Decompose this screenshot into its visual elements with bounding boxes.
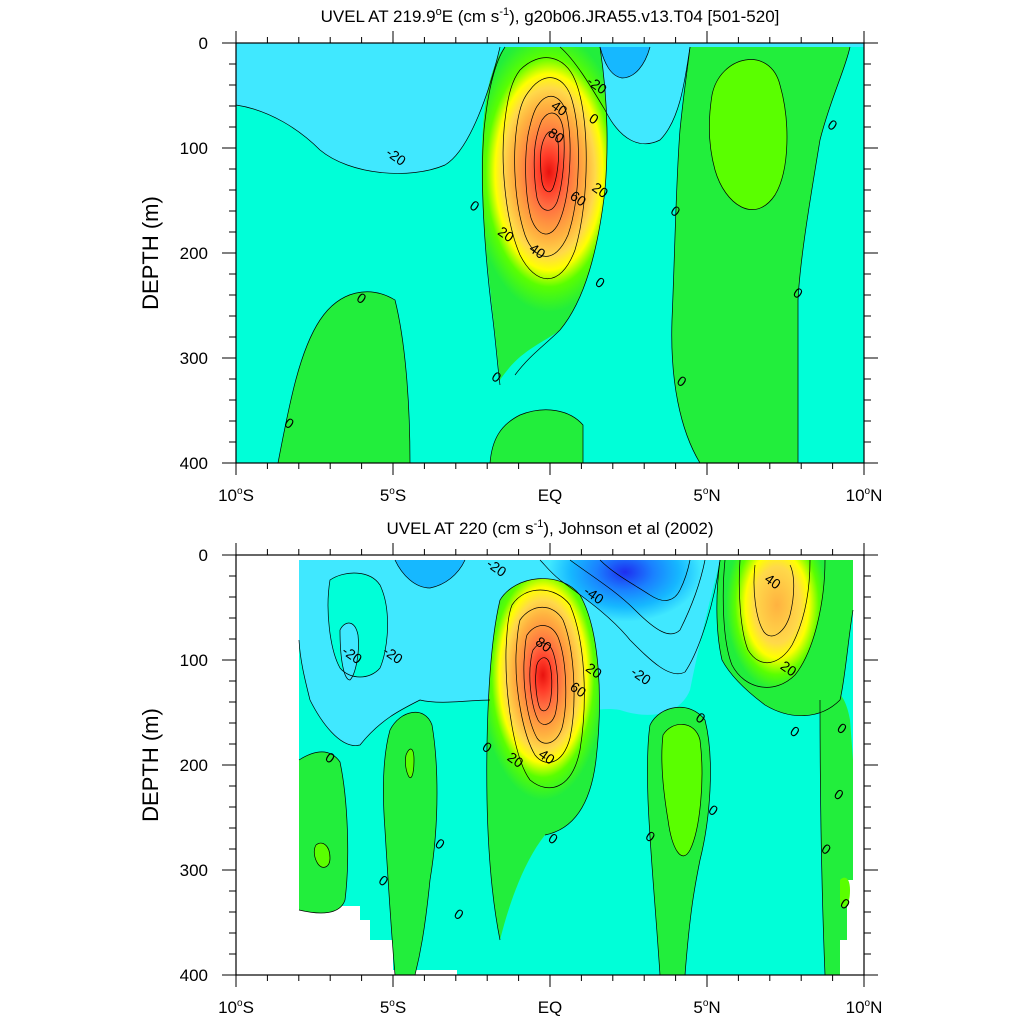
eastward-region	[661, 724, 702, 856]
eastward-region	[383, 712, 437, 975]
surface-strip	[236, 43, 864, 47]
observation-panel	[236, 555, 864, 975]
westward-surface-core	[395, 560, 465, 588]
x-tick-label: 5oS	[380, 486, 406, 505]
model-panel	[236, 43, 864, 463]
chart-title: UVEL AT 219.9oE (cm s-1), g20b06.JRA55.v…	[321, 6, 780, 26]
eastward-region	[278, 291, 410, 463]
x-tick-label: EQ	[538, 998, 563, 1017]
y-tick-label: 400	[180, 454, 208, 473]
x-tick-label: 10oS	[218, 486, 254, 505]
x-tick-label: 5oS	[380, 998, 406, 1017]
eastward-core	[723, 560, 825, 688]
equatorial-undercurrent	[486, 578, 600, 940]
eastward-core	[709, 59, 787, 210]
y-tick-label: 200	[180, 244, 208, 263]
y-tick-label: 100	[180, 139, 208, 158]
eastward-region	[490, 409, 583, 463]
westward-region	[236, 47, 500, 174]
westward-region	[340, 623, 359, 680]
y-tick-label: 300	[180, 861, 208, 880]
contour-lines	[298, 559, 854, 975]
x-tick-label: 10oN	[846, 486, 883, 505]
y-tick-label: 0	[199, 546, 208, 565]
y-tick-label: 300	[180, 349, 208, 368]
y-axis-label: DEPTH (m)	[138, 196, 163, 310]
axes-panel-1: UVEL AT 219.9oE (cm s-1), g20b06.JRA55.v…	[138, 6, 882, 505]
eastward-region	[299, 752, 348, 913]
chart-title: UVEL AT 220 (cm s-1), Johnson et al (200…	[387, 518, 714, 538]
eastward-region	[840, 877, 850, 907]
x-tick-label: EQ	[538, 486, 563, 505]
x-tick-label: 5oN	[693, 486, 720, 505]
westward-surface-core	[540, 560, 720, 674]
axes-panel-2: UVEL AT 220 (cm s-1), Johnson et al (200…	[138, 518, 882, 1017]
y-tick-label: 400	[180, 966, 208, 985]
y-tick-label: 200	[180, 756, 208, 775]
y-axis-label: DEPTH (m)	[138, 708, 163, 822]
x-tick-label: 5oN	[693, 998, 720, 1017]
eastward-region	[314, 843, 330, 868]
contour-lines	[236, 46, 851, 463]
westward-surface-core	[600, 47, 650, 78]
x-tick-label: 10oN	[846, 998, 883, 1017]
equatorial-undercurrent	[481, 47, 608, 380]
y-tick-label: 0	[199, 34, 208, 53]
eastward-region	[405, 748, 414, 778]
x-tick-label: 10oS	[218, 998, 254, 1017]
y-tick-label: 100	[180, 651, 208, 670]
